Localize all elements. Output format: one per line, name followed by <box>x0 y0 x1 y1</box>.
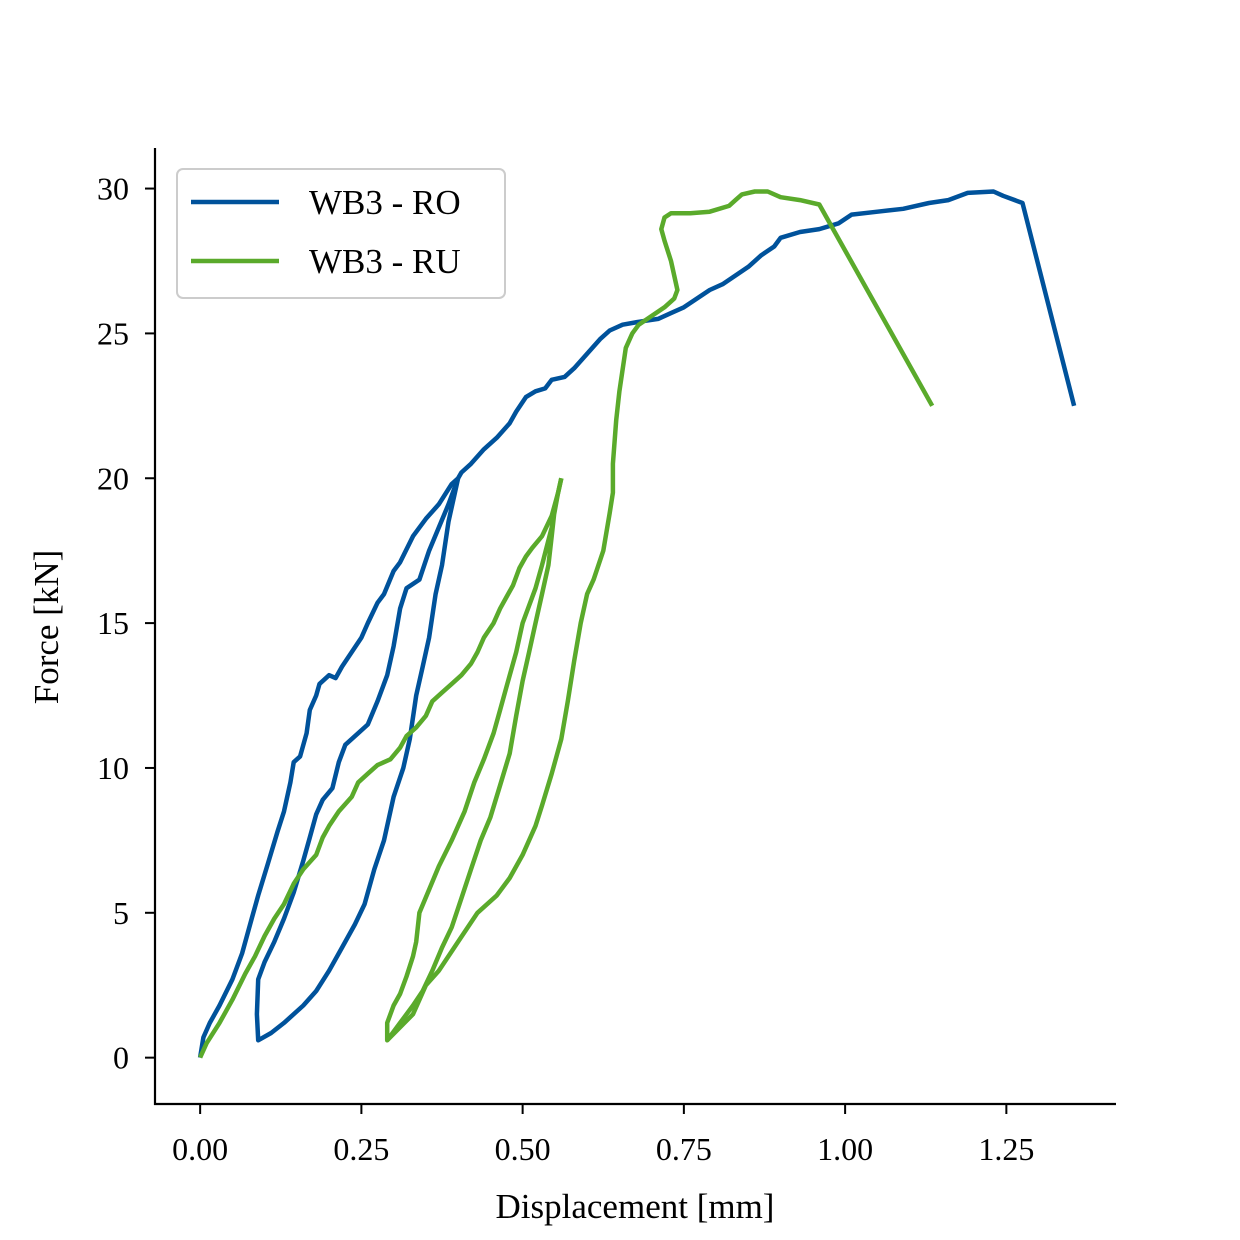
x-tick-label: 0.50 <box>495 1131 551 1167</box>
series-line-wb3-ru-points <box>198 477 564 1059</box>
legend: WB3 - RO WB3 - RU <box>176 168 506 299</box>
x-tick-label: 1.00 <box>817 1131 873 1167</box>
series-line-wb3-ru-unload <box>384 477 564 1043</box>
x-tick-label: 0.75 <box>656 1131 712 1167</box>
legend-label-wb3-ru: WB3 - RU <box>309 242 461 281</box>
x-tick-label: 1.25 <box>978 1131 1034 1167</box>
x-ticks: 0.00 0.25 0.50 0.75 1.00 1.25 <box>172 1104 1034 1167</box>
y-tick-label: 10 <box>97 750 129 786</box>
legend-label-wb3-ro: WB3 - RO <box>309 183 461 222</box>
y-tick-label: 30 <box>97 171 129 207</box>
series-line-wb3-ro-unload <box>254 477 461 1043</box>
series-line-wb3-ro-points <box>197 189 1077 1058</box>
y-tick-label: 25 <box>97 315 129 351</box>
x-tick-label: 0.25 <box>333 1131 389 1167</box>
y-tick-label: 15 <box>97 605 129 641</box>
axes <box>153 148 1116 1106</box>
y-tick-label: 5 <box>113 895 129 931</box>
series-line-wb3-ru-reload <box>385 189 935 1042</box>
plot-series <box>197 189 1077 1059</box>
y-tick-label: 20 <box>97 460 129 496</box>
y-tick-label: 0 <box>113 1040 129 1076</box>
y-axis-title: Force [kN] <box>27 550 66 705</box>
x-tick-label: 0.00 <box>172 1131 228 1167</box>
x-axis-title: Displacement [mm] <box>496 1187 775 1226</box>
y-ticks: 0 5 10 15 20 25 30 <box>97 171 155 1076</box>
